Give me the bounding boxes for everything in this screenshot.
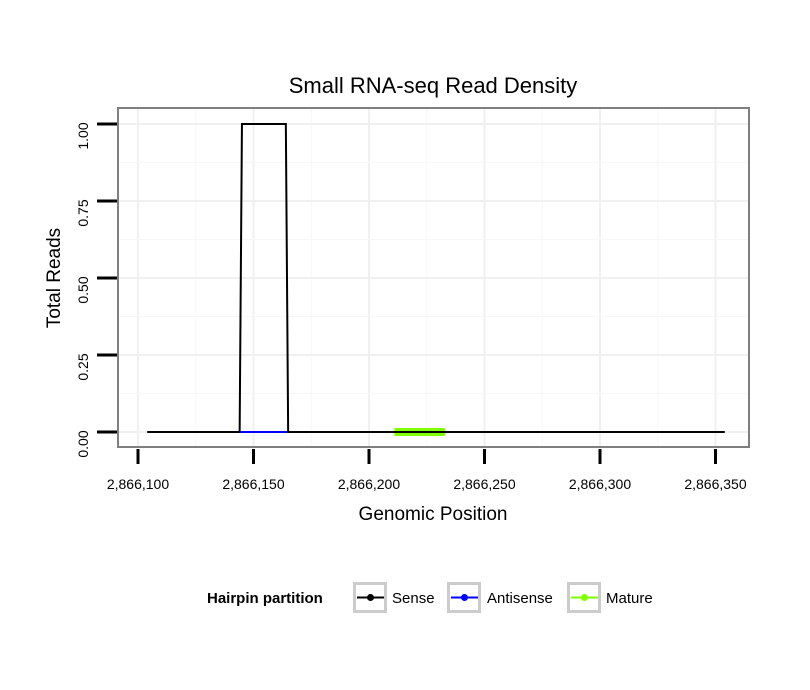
x-axis: 2,866,100 2,866,150 2,866,200 2,866,250 2,86… — [107, 449, 747, 492]
series-layer — [147, 123, 725, 436]
legend-item-mature: Mature — [567, 582, 653, 613]
y-tick-label: 0.75 — [75, 199, 91, 226]
legend-key-point — [581, 594, 588, 601]
y-tick-label: 0.00 — [75, 430, 91, 457]
x-tick-label: 2,866,250 — [453, 476, 515, 492]
y-tick-label: 0.50 — [75, 276, 91, 303]
legend-label: Mature — [606, 590, 653, 607]
plot-border — [117, 107, 750, 448]
x-tick-label: 2,866,100 — [107, 476, 169, 492]
y-axis: 0.00 0.25 0.50 0.75 1.00 — [75, 122, 117, 458]
x-axis-title: Genomic Position — [359, 504, 508, 525]
y-tick-label: 0.25 — [75, 353, 91, 380]
chart-title: Small RNA-seq Read Density — [289, 73, 578, 98]
y-tick-label: 1.00 — [75, 122, 91, 149]
series-sense-line — [147, 123, 725, 433]
x-tick-label: 2,866,150 — [222, 476, 284, 492]
x-tick-label: 2,866,300 — [569, 476, 631, 492]
grid — [118, 108, 749, 447]
legend-key-point — [461, 594, 468, 601]
x-tick-label: 2,866,350 — [684, 476, 746, 492]
legend-label: Antisense — [487, 590, 553, 607]
y-axis-title: Total Reads — [44, 228, 65, 328]
legend: Hairpin partition Sense Antisense Mature — [207, 582, 653, 613]
legend-title: Hairpin partition — [207, 590, 323, 607]
legend-label: Sense — [392, 590, 435, 607]
legend-item-sense: Sense — [353, 582, 435, 613]
legend-key-point — [367, 594, 374, 601]
x-tick-label: 2,866,200 — [338, 476, 400, 492]
legend-item-antisense: Antisense — [447, 582, 553, 613]
